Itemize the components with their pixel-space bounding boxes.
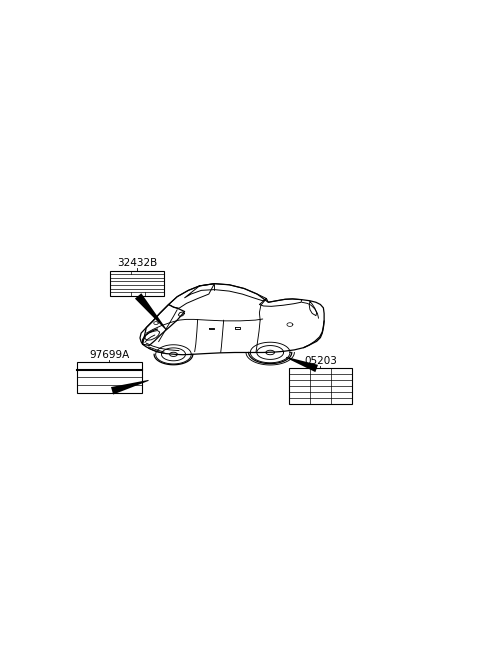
Bar (77, 362, 142, 393)
Polygon shape (286, 357, 318, 372)
Text: 97699A: 97699A (89, 350, 130, 360)
Polygon shape (111, 380, 149, 394)
Bar (289, 369, 352, 404)
Bar (110, 271, 164, 296)
Polygon shape (135, 293, 167, 330)
Text: 32432B: 32432B (117, 258, 157, 268)
Text: 05203: 05203 (304, 356, 337, 366)
